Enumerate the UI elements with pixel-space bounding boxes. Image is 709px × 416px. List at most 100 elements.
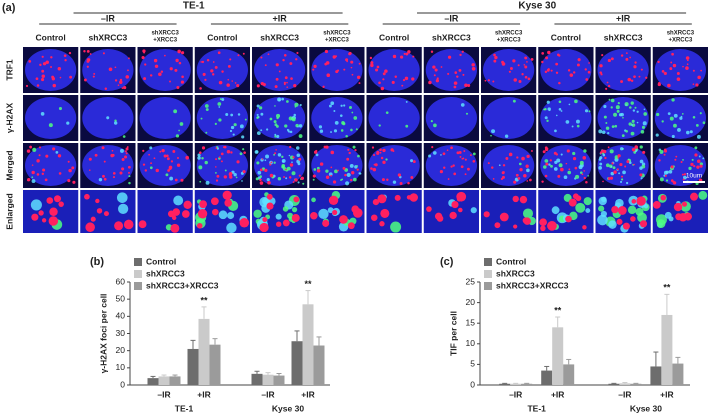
foci	[630, 131, 635, 136]
foci	[378, 124, 381, 127]
foci	[631, 123, 636, 127]
telomere	[138, 220, 147, 229]
telomere	[500, 177, 504, 181]
telomere	[527, 77, 531, 81]
telomere	[382, 78, 385, 81]
group-label: TE-1	[175, 403, 194, 413]
telomere	[611, 162, 614, 165]
foci	[259, 106, 263, 110]
foci	[504, 134, 509, 138]
foci	[48, 123, 53, 128]
foci	[551, 206, 560, 215]
foci	[639, 145, 643, 149]
foci	[266, 178, 270, 182]
foci	[656, 112, 660, 117]
telomere	[449, 211, 457, 220]
telomere	[587, 70, 591, 74]
telomere	[93, 72, 96, 75]
foci	[113, 121, 118, 125]
telomere	[111, 153, 115, 157]
telomere	[381, 178, 385, 182]
telomere	[36, 159, 40, 163]
foci	[343, 104, 346, 107]
telomere	[550, 69, 553, 72]
telomere	[660, 194, 667, 201]
telomere	[588, 62, 590, 64]
telomere	[380, 156, 384, 160]
significance: **	[304, 279, 312, 289]
telomere	[469, 154, 472, 157]
telomere	[627, 77, 632, 82]
foci	[605, 126, 610, 130]
telomere	[270, 161, 273, 164]
y-tick-label: 0	[120, 379, 125, 389]
foci	[288, 116, 293, 121]
telomere	[159, 150, 162, 153]
telomere	[546, 147, 549, 150]
bar	[499, 383, 511, 385]
telomere	[670, 165, 674, 169]
foci	[313, 168, 317, 171]
telomere	[322, 85, 325, 88]
telomere	[625, 52, 628, 55]
foci	[598, 129, 603, 134]
foci	[325, 169, 329, 173]
foci	[579, 171, 583, 174]
foci	[286, 100, 289, 103]
telomere	[293, 83, 297, 88]
telomere	[484, 79, 487, 82]
foci	[603, 104, 607, 109]
telomere	[121, 158, 125, 161]
foci	[275, 113, 281, 118]
foci	[277, 177, 282, 181]
foci	[298, 134, 303, 138]
condition: +IR	[272, 13, 287, 23]
foci	[241, 180, 243, 182]
cell-line: TE-1	[183, 1, 205, 12]
telomere	[68, 51, 72, 55]
foci	[58, 106, 63, 111]
foci	[179, 122, 184, 126]
telomere	[669, 67, 673, 71]
foci	[616, 109, 620, 113]
foci	[579, 160, 584, 165]
significance: **	[554, 305, 562, 315]
foci	[632, 109, 636, 112]
telomere	[518, 80, 522, 84]
telomere	[342, 166, 346, 170]
foci	[215, 171, 217, 174]
telomere	[127, 69, 129, 72]
telomere	[49, 207, 58, 216]
nucleus	[368, 49, 420, 91]
telomere	[380, 208, 390, 218]
foci	[470, 207, 477, 214]
telomere	[242, 170, 246, 174]
telomere	[549, 159, 552, 162]
telomere	[569, 73, 574, 77]
foci	[281, 165, 285, 169]
telomere	[568, 168, 571, 171]
telomere	[693, 164, 696, 168]
telomere	[487, 79, 490, 82]
telomere	[382, 160, 386, 164]
telomere	[199, 200, 208, 209]
foci	[219, 98, 222, 100]
telomere	[617, 206, 627, 215]
telomere	[379, 148, 382, 152]
telomere	[45, 60, 49, 64]
foci	[173, 109, 178, 114]
telomere	[657, 82, 661, 87]
column-label: Control	[379, 32, 409, 42]
foci	[230, 113, 234, 117]
condition: –IR	[101, 13, 116, 23]
telomere	[681, 173, 684, 176]
telomere	[67, 179, 71, 183]
telomere	[540, 225, 546, 231]
telomere	[555, 71, 559, 74]
telomere	[472, 159, 476, 163]
telomere	[505, 157, 509, 160]
telomere	[371, 146, 375, 149]
foci	[197, 156, 201, 160]
x-tick-label: –IR	[618, 389, 631, 399]
telomere	[630, 216, 636, 222]
